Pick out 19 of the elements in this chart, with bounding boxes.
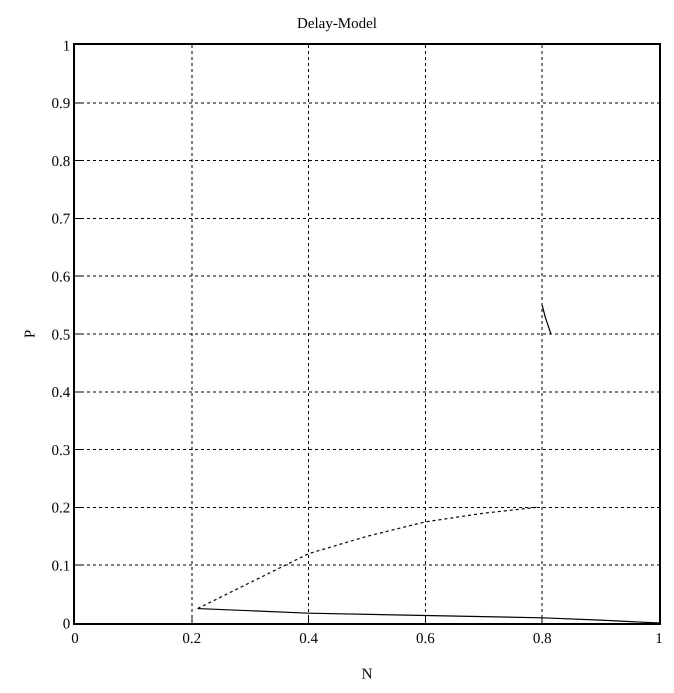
y-tick-label: 0.2 bbox=[52, 500, 70, 517]
x-tick-label: 0.8 bbox=[532, 630, 552, 647]
x-tick-label: 1 bbox=[655, 630, 663, 647]
y-tick-label: 0 bbox=[62, 616, 70, 632]
y-tick-label: 1 bbox=[62, 38, 70, 54]
y-tick-label: 0.9 bbox=[52, 96, 70, 112]
x-tick-label: 0.6 bbox=[416, 630, 436, 647]
y-tick-label: 0.8 bbox=[52, 154, 70, 170]
x-tick-label: 0.4 bbox=[299, 630, 318, 647]
y-axis-title: P bbox=[22, 330, 38, 338]
y-tick-label: 0.7 bbox=[52, 212, 71, 228]
y-tick-label: 0.1 bbox=[52, 558, 70, 574]
y-tick-label: 0.3 bbox=[52, 442, 70, 459]
y-tick-label: 0.4 bbox=[52, 385, 71, 402]
chart-title: Delay-Model bbox=[297, 16, 377, 32]
x-axis-title: N bbox=[362, 666, 373, 682]
y-tick-label: 0.6 bbox=[52, 269, 71, 286]
y-tick-label: 0.5 bbox=[52, 327, 70, 344]
x-tick-label: 0.2 bbox=[182, 630, 202, 647]
